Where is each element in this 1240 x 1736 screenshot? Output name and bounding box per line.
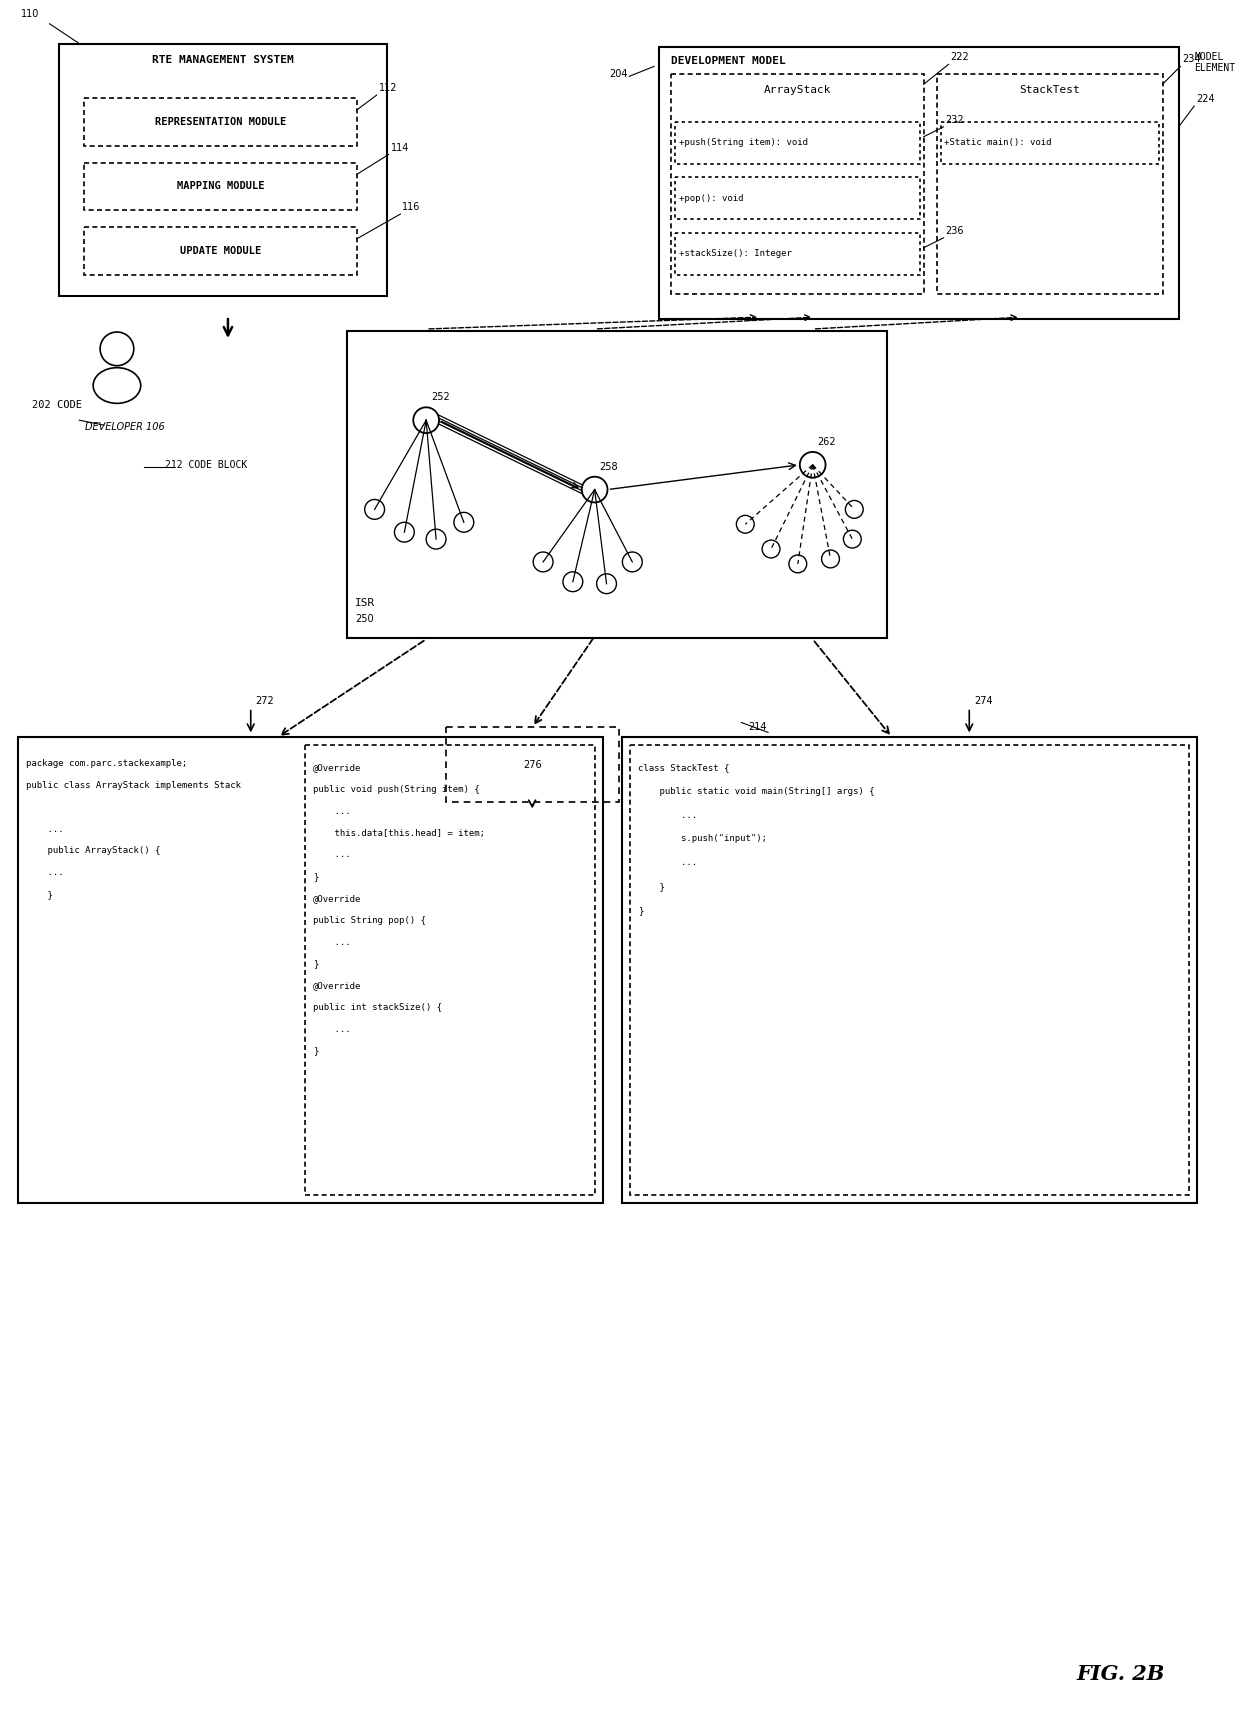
Text: ...: ...	[314, 937, 351, 946]
Polygon shape	[60, 43, 387, 297]
Text: }: }	[26, 891, 52, 899]
Polygon shape	[347, 332, 887, 639]
Text: +push(String item): void: +push(String item): void	[678, 139, 808, 148]
Circle shape	[843, 529, 862, 549]
Polygon shape	[17, 738, 603, 1203]
Text: ...: ...	[314, 851, 351, 859]
Circle shape	[563, 571, 583, 592]
Text: 276: 276	[523, 760, 542, 769]
Text: ...: ...	[639, 811, 697, 819]
Text: 112: 112	[378, 83, 397, 94]
Text: +stackSize(): Integer: +stackSize(): Integer	[678, 250, 792, 259]
Text: FIG. 2B: FIG. 2B	[1076, 1663, 1164, 1684]
Text: }: }	[314, 871, 319, 882]
Text: 214: 214	[748, 722, 766, 733]
Text: 212 CODE BLOCK: 212 CODE BLOCK	[165, 460, 247, 470]
Text: 204: 204	[609, 69, 627, 80]
Polygon shape	[660, 47, 1179, 319]
Text: 222: 222	[950, 52, 970, 62]
Text: @Override: @Override	[314, 894, 362, 903]
Text: }: }	[639, 882, 665, 891]
Text: @Override: @Override	[314, 764, 362, 773]
Text: MAPPING MODULE: MAPPING MODULE	[177, 181, 264, 191]
Circle shape	[454, 512, 474, 533]
Text: ...: ...	[639, 858, 697, 868]
Text: public void push(String item) {: public void push(String item) {	[314, 785, 480, 793]
Text: 262: 262	[817, 437, 836, 446]
Text: ISR: ISR	[355, 599, 374, 609]
Circle shape	[533, 552, 553, 571]
Text: public int stackSize() {: public int stackSize() {	[314, 1003, 443, 1012]
Text: +pop(): void: +pop(): void	[678, 194, 744, 203]
Text: REPRESENTATION MODULE: REPRESENTATION MODULE	[155, 116, 286, 127]
Text: 272: 272	[255, 696, 274, 705]
Text: 274: 274	[975, 696, 993, 705]
Text: 252: 252	[432, 392, 450, 403]
Circle shape	[394, 523, 414, 542]
Circle shape	[596, 575, 616, 594]
Circle shape	[846, 500, 863, 519]
Circle shape	[427, 529, 446, 549]
Text: DEVELOPER 106: DEVELOPER 106	[86, 422, 165, 432]
Text: 110: 110	[21, 9, 38, 19]
Circle shape	[413, 408, 439, 432]
Text: ...: ...	[314, 807, 351, 816]
Text: class StackTest {: class StackTest {	[639, 764, 729, 773]
Text: 250: 250	[355, 615, 373, 625]
Text: 258: 258	[600, 462, 619, 472]
Text: RTE MANAGEMENT SYSTEM: RTE MANAGEMENT SYSTEM	[153, 56, 294, 66]
Circle shape	[800, 451, 826, 477]
Text: 202 CODE: 202 CODE	[32, 401, 82, 410]
Text: }: }	[639, 906, 644, 915]
Text: ...: ...	[26, 825, 63, 833]
Circle shape	[822, 550, 839, 568]
Text: 232: 232	[945, 115, 965, 125]
Text: public static void main(String[] args) {: public static void main(String[] args) {	[639, 786, 874, 795]
Text: 234: 234	[1183, 54, 1200, 64]
Text: this.data[this.head] = item;: this.data[this.head] = item;	[314, 828, 485, 837]
Circle shape	[763, 540, 780, 557]
Polygon shape	[622, 738, 1197, 1203]
Circle shape	[622, 552, 642, 571]
Circle shape	[737, 516, 754, 533]
Text: public String pop() {: public String pop() {	[314, 915, 427, 925]
Text: +Static main(): void: +Static main(): void	[945, 139, 1052, 148]
Circle shape	[789, 556, 807, 573]
Text: MODEL
ELEMENT: MODEL ELEMENT	[1194, 52, 1235, 73]
Text: 236: 236	[945, 226, 963, 236]
Text: public class ArrayStack implements Stack: public class ArrayStack implements Stack	[26, 781, 241, 790]
Text: 224: 224	[1197, 94, 1215, 104]
Circle shape	[582, 477, 608, 502]
Text: public ArrayStack() {: public ArrayStack() {	[26, 847, 160, 856]
Text: 114: 114	[391, 142, 409, 153]
Text: ArrayStack: ArrayStack	[764, 85, 831, 95]
Text: ...: ...	[314, 1024, 351, 1033]
Text: s.push("input");: s.push("input");	[639, 835, 768, 844]
Text: }: }	[314, 1047, 319, 1055]
Text: 116: 116	[402, 201, 420, 212]
Text: UPDATE MODULE: UPDATE MODULE	[180, 247, 262, 255]
Text: StackTest: StackTest	[1019, 85, 1080, 95]
Text: @Override: @Override	[314, 981, 362, 990]
Text: package com.parc.stackexample;: package com.parc.stackexample;	[26, 759, 187, 767]
Circle shape	[365, 500, 384, 519]
Text: }: }	[314, 960, 319, 969]
Text: ...: ...	[26, 868, 63, 877]
Text: DEVELOPMENT MODEL: DEVELOPMENT MODEL	[671, 57, 786, 66]
